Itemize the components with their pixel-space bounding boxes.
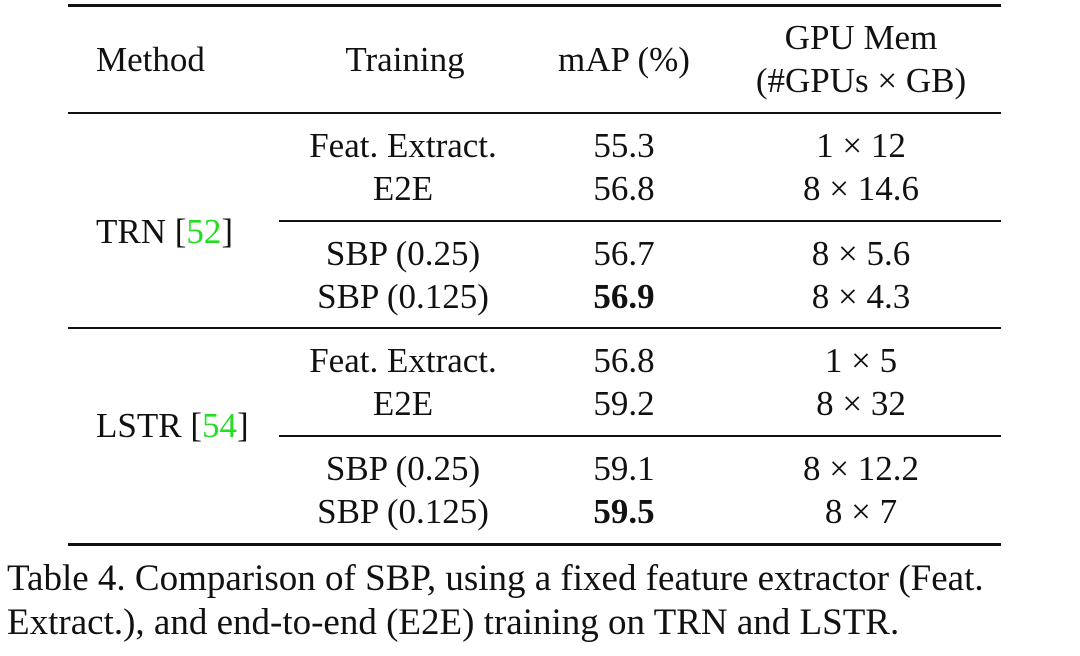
citation-number[interactable]: 54 <box>201 406 237 445</box>
citation[interactable]: [52] <box>174 212 234 251</box>
table-cell-gpu: 8 × 5.6 <box>811 234 911 273</box>
table-cell-map: 55.3 <box>593 126 655 165</box>
caption-line-2: Extract.), and end-to-end (E2E) training… <box>7 602 900 643</box>
group-separator-rule <box>68 327 1001 329</box>
header-method: Method <box>96 40 205 79</box>
table-cell-training: SBP (0.25) <box>325 234 481 273</box>
method-name: TRN <box>96 212 166 251</box>
trn-mid-rule <box>279 220 1001 222</box>
header-gpu-mem: GPU Mem <box>784 18 938 57</box>
table-cell-gpu: 1 × 5 <box>824 341 898 380</box>
table-cell-map: 59.2 <box>593 384 655 423</box>
table-cell-training: SBP (0.25) <box>325 449 481 488</box>
header-map: mAP (%) <box>558 40 690 79</box>
header-gpu-mem-unit: (#GPUs × GB) <box>755 61 967 100</box>
table-cell-map-best: 59.5 <box>593 492 655 531</box>
citation[interactable]: [54] <box>190 406 249 445</box>
method-label-lstr: LSTR [54] <box>96 406 249 446</box>
table-cell-map: 56.7 <box>593 234 655 273</box>
table-cell-map: 56.8 <box>593 341 655 380</box>
table-cell-training: SBP (0.125) <box>317 277 489 316</box>
method-label-trn: TRN [52] <box>96 212 233 252</box>
caption-line-1: Table 4. Comparison of SBP, using a fixe… <box>7 558 984 599</box>
table-cell-training: E2E <box>372 169 434 208</box>
citation-number[interactable]: 52 <box>186 212 222 251</box>
table-cell-training: Feat. Extract. <box>309 341 497 380</box>
table-cell-gpu: 8 × 4.3 <box>811 277 911 316</box>
table-cell-training: E2E <box>372 384 434 423</box>
table-cell-gpu: 8 × 12.2 <box>803 449 919 488</box>
table-cell-map: 56.8 <box>593 169 655 208</box>
method-name: LSTR <box>96 406 182 445</box>
header-training: Training <box>345 40 465 79</box>
table-cell-gpu: 1 × 12 <box>816 126 906 165</box>
table-cell-gpu: 8 × 32 <box>816 384 906 423</box>
table-cell-training: Feat. Extract. <box>309 126 497 165</box>
table-cell-map: 59.1 <box>593 449 655 488</box>
header-bottom-rule <box>68 112 1001 114</box>
table-bottom-rule <box>68 543 1001 546</box>
lstr-mid-rule <box>279 435 1001 437</box>
table-cell-training: SBP (0.125) <box>317 492 489 531</box>
table-cell-map-best: 56.9 <box>593 277 655 316</box>
table-top-rule <box>68 4 1001 7</box>
table-cell-gpu: 8 × 14.6 <box>803 169 919 208</box>
table-caption: Table 4. Comparison of SBP, using a fixe… <box>7 557 1079 645</box>
table-cell-gpu: 8 × 7 <box>824 492 898 531</box>
